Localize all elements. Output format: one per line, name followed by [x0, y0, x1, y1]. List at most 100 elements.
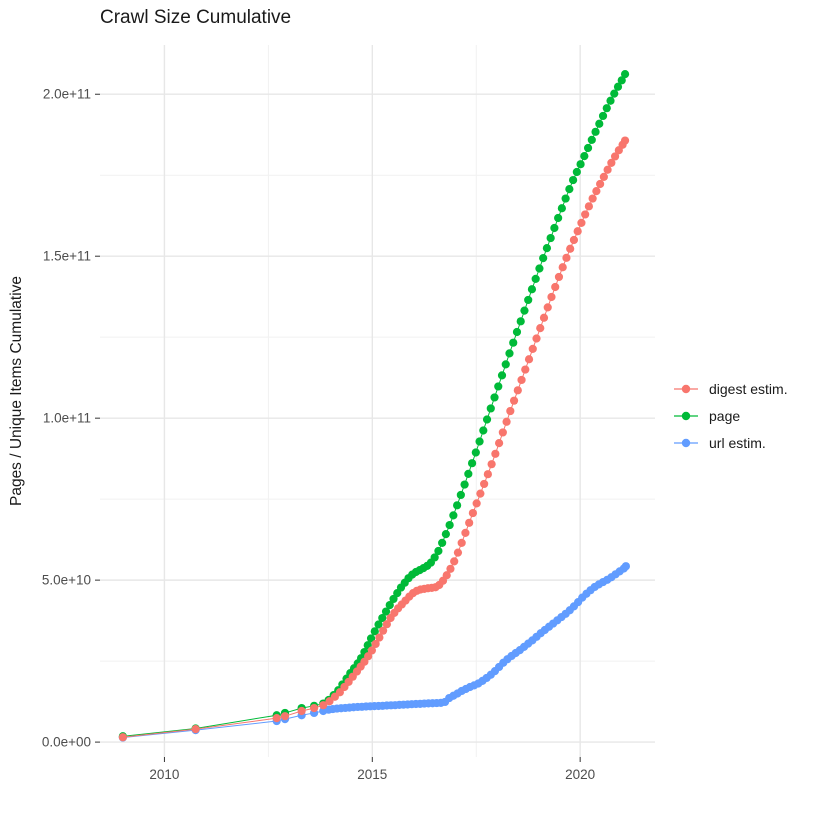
legend-item-digest-estim: digest estim.	[672, 380, 788, 398]
data-point-digest-estim	[382, 620, 391, 629]
data-point-page	[580, 152, 589, 161]
data-point-page	[441, 530, 450, 539]
y-tick-label: 2.0e+11	[43, 87, 91, 102]
data-point-digest-estim	[517, 375, 526, 385]
data-point-page	[535, 264, 544, 273]
legend-label: url estim.	[709, 435, 766, 451]
data-point-digest-estim	[620, 136, 630, 145]
data-point-page	[460, 480, 469, 489]
data-point-page	[512, 327, 522, 337]
data-point-digest-estim	[491, 449, 500, 458]
data-point-digest-estim	[476, 489, 485, 498]
legend-item-url-estim: url estim.	[672, 434, 788, 452]
data-point-page	[620, 70, 630, 79]
data-point-digest-estim	[367, 646, 376, 655]
data-point-digest-estim	[581, 210, 590, 219]
data-point-page	[385, 600, 394, 610]
data-point-page	[490, 393, 499, 402]
data-point-page	[497, 371, 507, 380]
data-point-page	[531, 274, 540, 283]
data-point-page	[542, 244, 552, 253]
data-point-digest-estim	[506, 406, 515, 416]
data-point-digest-estim	[465, 518, 474, 527]
data-point-digest-estim	[596, 179, 605, 189]
data-point-digest-estim	[457, 538, 466, 547]
y-tick-label: 0.0e+00	[42, 735, 91, 750]
data-point-page	[456, 490, 465, 500]
data-point-page	[587, 135, 596, 145]
data-point-page	[370, 627, 379, 636]
data-point-page	[613, 82, 623, 91]
data-point-page	[479, 426, 488, 435]
y-axis-title: Pages / Unique Items Cumulative	[8, 275, 25, 507]
data-point-page	[430, 553, 439, 562]
data-point-page	[572, 167, 581, 177]
data-point-page	[467, 459, 477, 468]
data-point-digest-estim	[191, 725, 200, 734]
data-point-digest-estim	[577, 218, 586, 227]
data-point-page	[602, 104, 611, 113]
data-point-page	[378, 613, 387, 623]
data-point-digest-estim	[364, 652, 373, 661]
data-point-digest-estim	[483, 470, 492, 479]
data-point-digest-estim	[371, 639, 380, 649]
data-point-digest-estim	[495, 439, 504, 448]
data-point-page	[389, 594, 398, 604]
data-point-page	[482, 415, 492, 424]
data-point-digest-estim	[310, 703, 319, 713]
data-point-page	[557, 204, 566, 213]
x-tick-label: 2020	[565, 767, 595, 782]
data-point-digest-estim	[566, 244, 575, 253]
data-point-page	[486, 404, 495, 413]
data-point-digest-estim	[375, 633, 384, 642]
data-point-digest-estim	[468, 508, 478, 518]
data-point-page	[527, 285, 537, 294]
data-point-digest-estim	[543, 303, 552, 312]
data-point-digest-estim	[513, 386, 522, 395]
data-point-page	[546, 233, 555, 243]
data-point-page	[576, 160, 585, 169]
y-tick-label: 1.5e+11	[43, 249, 91, 264]
series-points-page	[118, 70, 630, 741]
legend-item-page: page	[672, 407, 788, 425]
data-point-digest-estim	[592, 186, 601, 196]
data-point-page	[617, 76, 626, 85]
data-point-digest-estim	[528, 344, 537, 353]
chart-title: Crawl Size Cumulative	[100, 7, 292, 28]
data-point-digest-estim	[450, 557, 459, 566]
x-tick-label: 2015	[357, 767, 387, 782]
data-point-digest-estim	[319, 701, 328, 710]
data-point-page	[453, 501, 462, 510]
legend-label: page	[709, 408, 741, 424]
data-point-page	[494, 382, 503, 391]
legend-label: digest estim.	[709, 381, 788, 397]
data-point-digest-estim	[461, 528, 470, 537]
data-point-page	[374, 620, 383, 629]
data-point-digest-estim	[607, 158, 616, 168]
legend-key-icon	[674, 384, 698, 394]
series-points-digest-estim	[118, 136, 630, 742]
data-point-page	[366, 634, 376, 643]
data-point-page	[445, 520, 454, 530]
data-point-digest-estim	[487, 460, 496, 469]
data-point-page	[554, 213, 563, 223]
data-point-page	[434, 546, 443, 556]
data-point-page	[449, 511, 458, 520]
data-point-digest-estim	[118, 733, 127, 742]
legend-key-icon	[674, 411, 698, 421]
data-point-digest-estim	[453, 548, 463, 557]
data-point-page	[505, 349, 514, 358]
data-point-page	[565, 185, 574, 194]
data-point-page	[550, 223, 559, 233]
data-point-digest-estim	[509, 396, 519, 405]
data-point-page	[438, 538, 447, 547]
data-point-digest-estim	[562, 253, 571, 262]
data-point-page	[595, 119, 604, 128]
data-point-page	[381, 607, 391, 616]
data-point-digest-estim	[446, 564, 455, 573]
data-point-digest-estim	[573, 227, 582, 236]
data-point-digest-estim	[272, 714, 281, 723]
data-point-digest-estim	[569, 235, 579, 245]
data-point-digest-estim	[521, 365, 530, 374]
y-tick-label: 5.0e+10	[42, 573, 91, 588]
